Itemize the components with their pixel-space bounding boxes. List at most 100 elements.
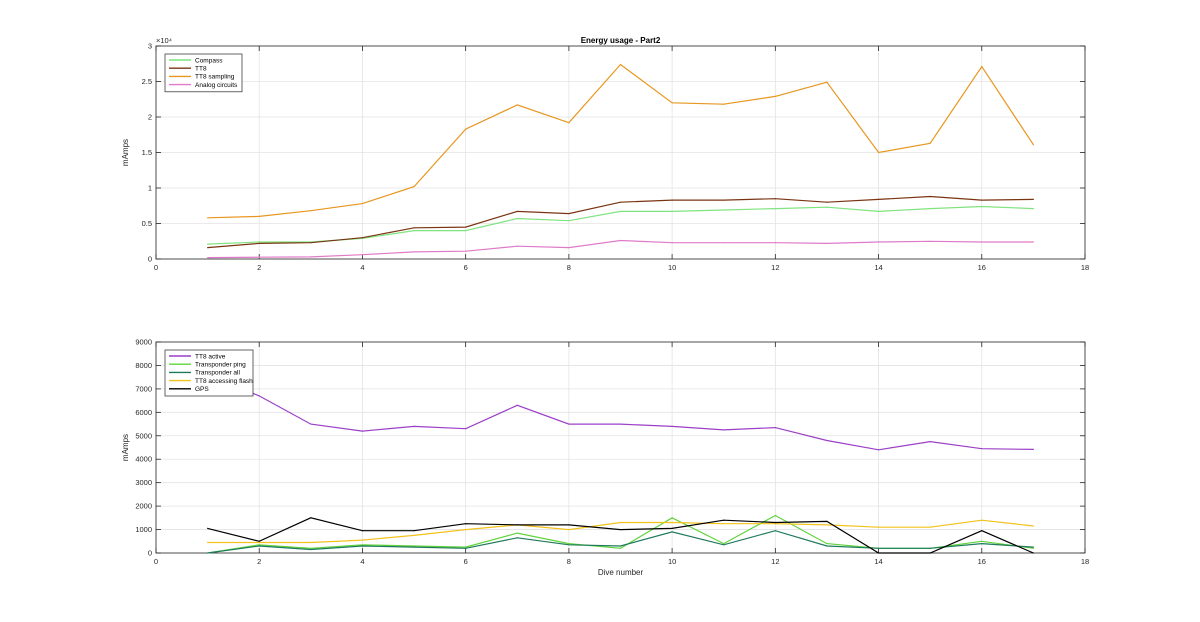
data-point: [310, 541, 312, 544]
y-tick-label: 2: [148, 113, 152, 122]
data-point: [516, 537, 518, 539]
data-point: [413, 425, 415, 427]
x-tick-label: 6: [464, 557, 468, 566]
y-tick-label: 3000: [135, 478, 152, 487]
data-point: [258, 395, 260, 397]
x-tick-label: 14: [874, 557, 882, 566]
y-tick-label: 4000: [135, 455, 152, 464]
x-tick-label: 2: [257, 263, 261, 272]
plot-area: [156, 342, 1085, 553]
data-point: [671, 242, 673, 244]
data-point: [361, 430, 364, 432]
data-point: [465, 128, 467, 130]
y-tick-label: 0.5: [142, 219, 152, 228]
data-point: [568, 122, 570, 124]
data-point: [568, 220, 570, 222]
data-point: [619, 63, 622, 66]
x-tick-label: 4: [360, 557, 364, 566]
data-point: [361, 254, 364, 256]
y-tick-label: 0: [148, 255, 152, 264]
data-point: [723, 209, 725, 211]
data-point: [774, 521, 776, 524]
data-point: [774, 530, 776, 532]
legend-label: TT8 accessing flash: [195, 378, 253, 385]
data-point: [877, 210, 880, 213]
data-point: [774, 95, 776, 98]
data-point: [258, 541, 260, 544]
x-tick-label: 16: [978, 557, 986, 566]
data-point: [826, 206, 828, 208]
data-point: [826, 439, 828, 442]
data-point: [723, 519, 725, 521]
data-point: [413, 530, 415, 532]
y-axis-label: mAmps: [121, 139, 130, 166]
data-point: [413, 185, 415, 188]
data-point: [671, 425, 673, 427]
data-point: [465, 230, 467, 232]
x-tick-label: 0: [154, 263, 158, 272]
y-tick-label: 0: [148, 549, 152, 558]
data-point: [413, 227, 415, 229]
data-point: [929, 240, 931, 242]
data-point: [568, 528, 570, 531]
data-point: [207, 541, 209, 544]
data-point: [1032, 198, 1034, 200]
data-point: [465, 226, 467, 228]
data-point: [619, 423, 622, 425]
x-tick-label: 18: [1081, 557, 1089, 566]
data-point: [619, 545, 622, 547]
legend-label: GPS: [195, 386, 209, 393]
data-point: [568, 543, 570, 545]
y-tick-label: 6000: [135, 408, 152, 417]
data-point: [465, 547, 467, 549]
data-point: [877, 198, 880, 200]
data-point: [413, 230, 415, 232]
data-point: [361, 545, 364, 547]
data-point: [516, 210, 518, 213]
data-point: [774, 207, 776, 210]
data-point: [361, 237, 364, 239]
data-point: [877, 526, 880, 528]
data-point: [1032, 207, 1034, 210]
data-point: [1032, 552, 1034, 554]
data-point: [310, 210, 312, 212]
series-analog-circuits: [207, 239, 1034, 259]
data-point: [723, 199, 725, 201]
y-tick-label: 9000: [135, 338, 152, 347]
data-point: [516, 524, 518, 526]
data-point: [258, 540, 260, 542]
data-point: [413, 546, 415, 548]
data-point: [516, 404, 518, 406]
data-point: [310, 256, 312, 258]
axes-frame: [155, 341, 1086, 554]
y-tick-label: 8000: [135, 361, 152, 370]
data-point: [981, 543, 983, 545]
data-point: [929, 547, 931, 549]
data-point: [619, 239, 622, 242]
data-point: [981, 540, 983, 542]
chart-title: Energy usage - Part2: [581, 36, 661, 45]
data-point: [207, 256, 209, 259]
data-point: [361, 530, 364, 532]
x-tick-label: 8: [567, 557, 571, 566]
data-point: [619, 528, 622, 531]
data-point: [310, 242, 312, 244]
data-point: [207, 527, 209, 529]
data-point: [774, 198, 776, 200]
x-tick-label: 6: [464, 263, 468, 272]
y-exponent-label: ×10⁴: [156, 36, 172, 45]
data-point: [207, 217, 209, 219]
series-tt8-sampling: [207, 63, 1034, 219]
x-tick-label: 12: [771, 263, 779, 272]
data-point: [207, 243, 209, 245]
data-point: [981, 519, 983, 521]
legend-label: Analog circuits: [195, 82, 238, 89]
y-tick-label: 5000: [135, 431, 152, 440]
y-tick-label: 7000: [135, 384, 152, 393]
series-transponder-all: [207, 530, 1034, 554]
data-point: [619, 210, 622, 213]
data-point: [671, 102, 673, 104]
data-point: [258, 215, 260, 217]
legend-label: Transponder all: [195, 370, 240, 377]
